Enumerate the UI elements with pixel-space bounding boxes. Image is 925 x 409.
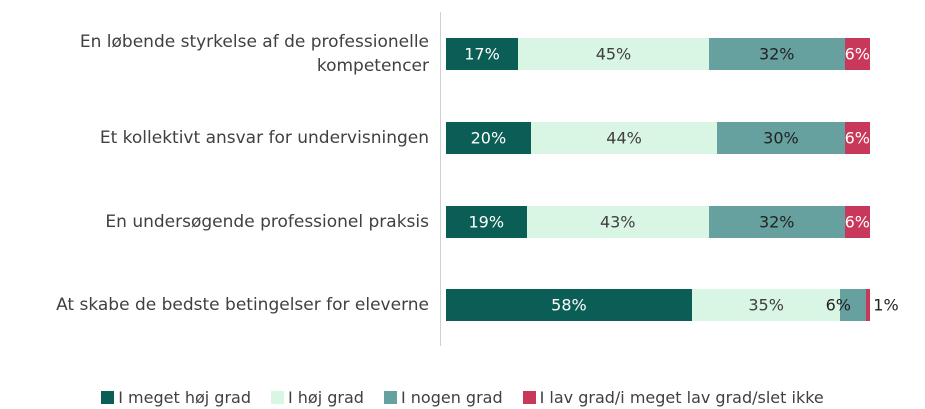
bar-segment — [840, 289, 866, 321]
data-label: 45% — [595, 44, 632, 64]
data-label: 6% — [844, 128, 870, 148]
bar-segment — [708, 38, 845, 70]
bar-segment — [691, 289, 841, 321]
bar-segment — [446, 122, 531, 154]
category-axis — [440, 12, 441, 346]
data-label: 32% — [758, 44, 795, 64]
legend-swatch — [270, 391, 284, 404]
legend-label: I meget høj grad — [118, 388, 251, 407]
data-label: 20% — [470, 128, 507, 148]
bar-segment — [844, 206, 870, 238]
category-label: At skabe de bedste betingelser for eleve… — [56, 295, 429, 315]
bar-segment — [446, 289, 692, 321]
bar-segment — [865, 289, 870, 321]
data-label: 6% — [844, 44, 870, 64]
legend-label: I høj grad — [287, 388, 364, 407]
data-label: 44% — [606, 128, 642, 148]
legend: I meget høj grad I høj grad I nogen grad I … — [0, 388, 925, 407]
legend-label: I lav grad/i meget lav grad/slet ikke — [539, 388, 824, 407]
data-label: 30% — [763, 128, 799, 148]
legend-swatch — [101, 391, 115, 404]
data-label: 19% — [468, 212, 505, 232]
legend-item: I nogen grad — [383, 388, 503, 407]
data-label: 1% — [873, 295, 899, 315]
legend-item: I høj grad — [270, 388, 364, 407]
bar-segment — [530, 122, 718, 154]
legend-item: I lav grad/i meget lav grad/slet ikke — [522, 388, 824, 407]
bar-segment — [446, 38, 519, 70]
bar-segment — [717, 122, 845, 154]
data-label: 43% — [599, 212, 636, 232]
category-label: Et kollektivt ansvar for undervisningen — [99, 128, 429, 148]
bar-segment — [518, 38, 709, 70]
bar-segment — [708, 206, 845, 238]
bar-segment — [526, 206, 709, 238]
category-label: En undersøgende professionel praksis — [105, 212, 429, 232]
bar-segment — [446, 206, 527, 238]
legend-label: I nogen grad — [400, 388, 503, 407]
category-label: En løbende styrkelse af de professionell… — [79, 32, 429, 76]
bar-segment — [844, 122, 870, 154]
legend-item: I meget høj grad — [101, 388, 251, 407]
data-label: 6% — [844, 212, 870, 232]
legend-swatch — [522, 391, 536, 404]
data-label: 58% — [551, 295, 587, 315]
data-label: 35% — [748, 295, 784, 315]
data-label: 17% — [464, 44, 500, 64]
bar-segment — [844, 38, 870, 70]
legend-swatch — [383, 391, 397, 404]
data-label: 6% — [825, 295, 852, 315]
data-label: 32% — [758, 212, 795, 232]
